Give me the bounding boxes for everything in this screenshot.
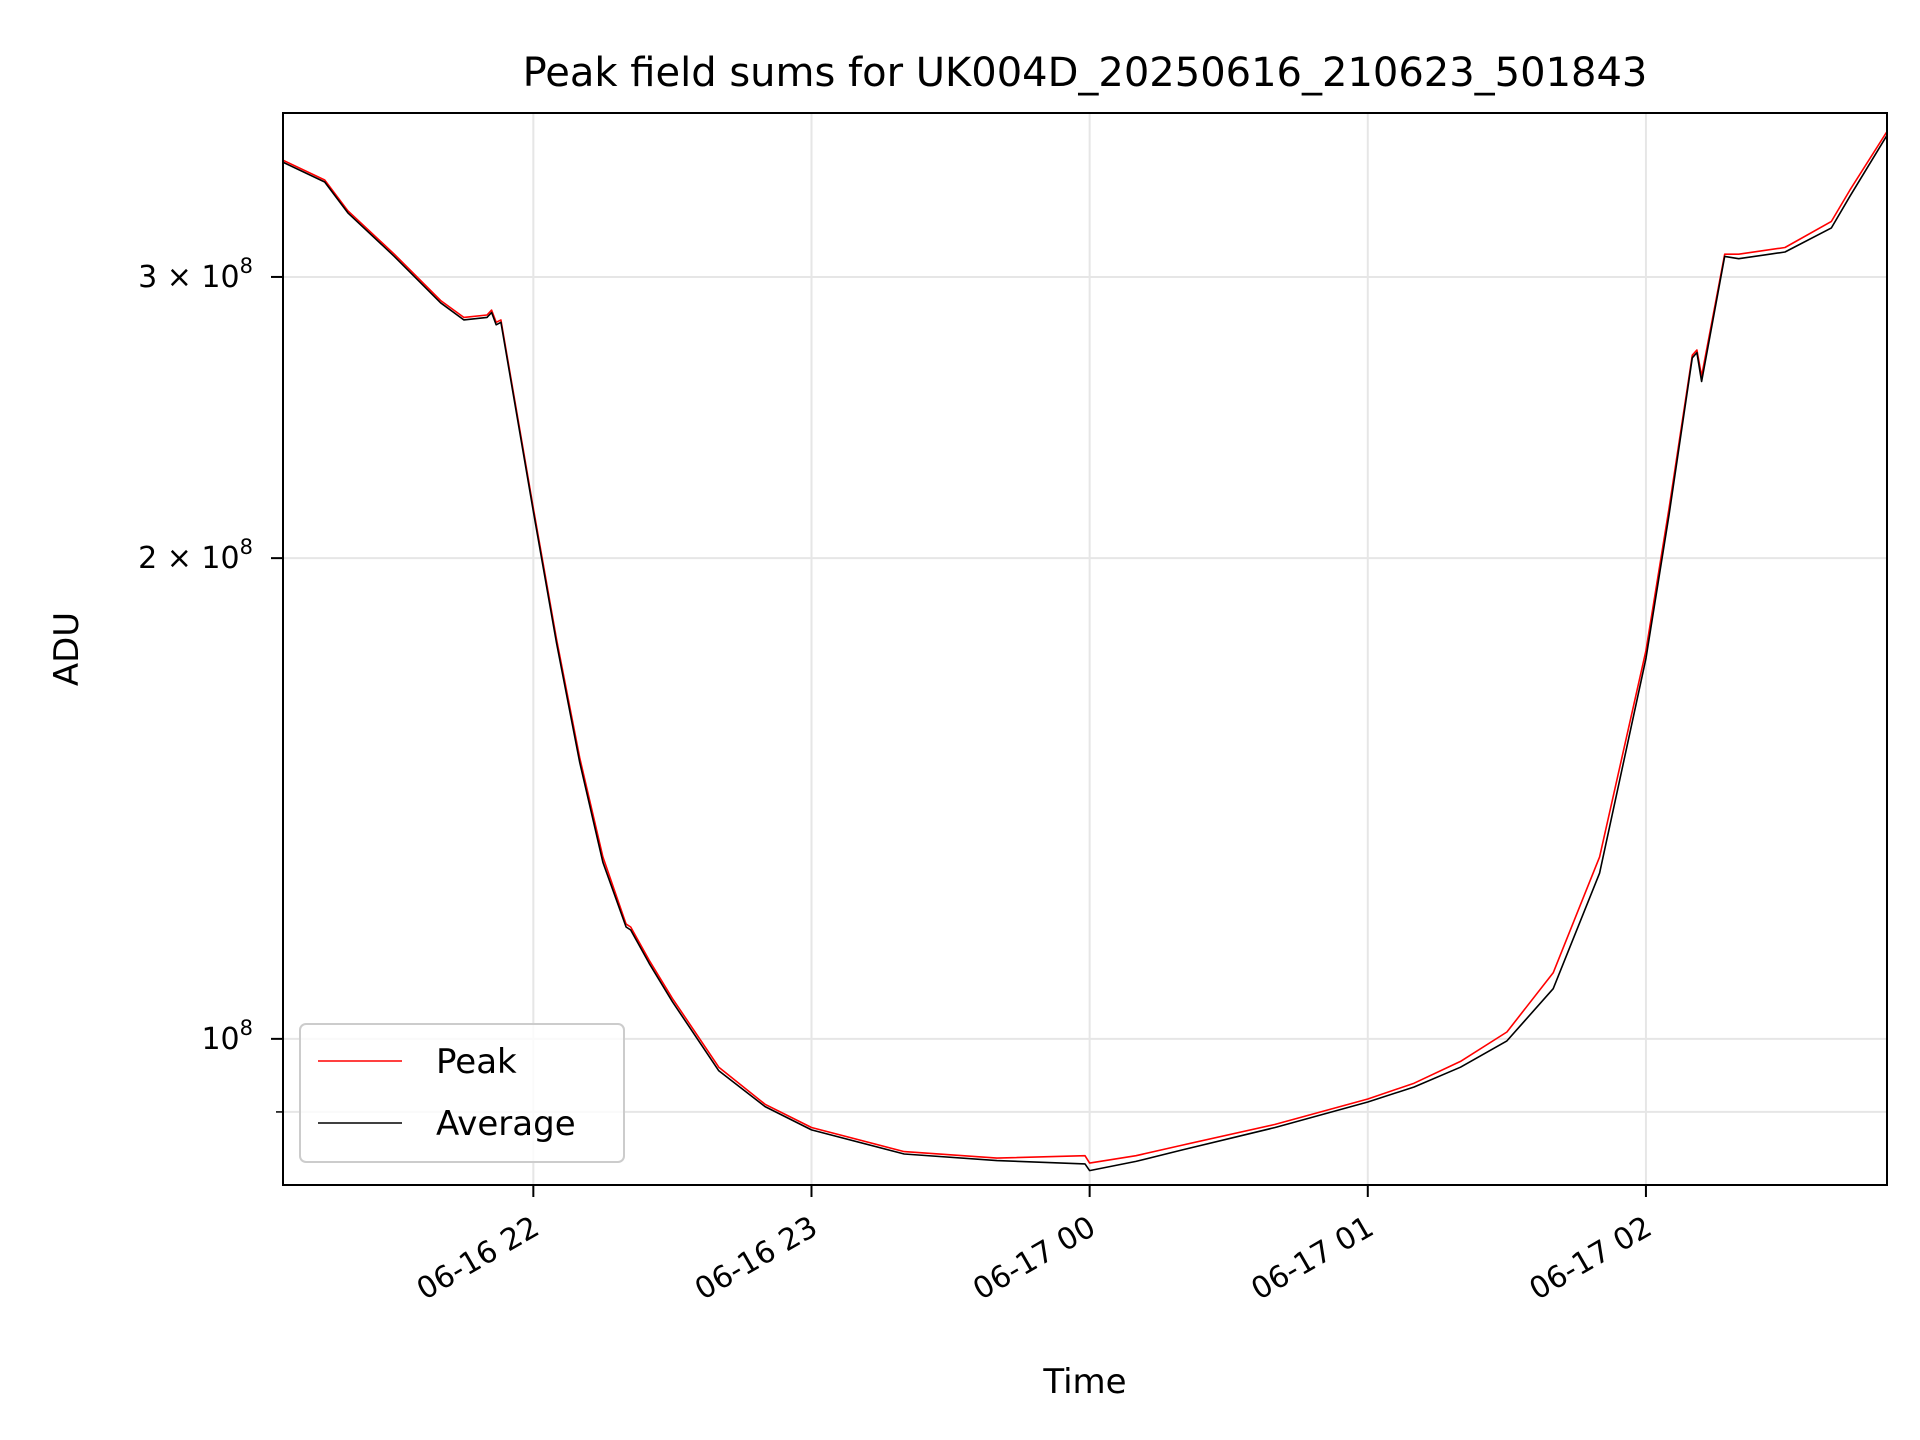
y-tick-label: 3 × 108 — [138, 254, 253, 295]
legend-label-average: Average — [436, 1104, 576, 1144]
y-tick-label: 2 × 108 — [138, 535, 253, 576]
x-axis-label: Time — [1042, 1362, 1126, 1402]
series-line-peak — [283, 131, 1887, 1164]
y-axis-label: ADU — [47, 612, 87, 686]
legend-box — [299, 1023, 625, 1163]
legend: Peak Average — [299, 1023, 625, 1163]
legend-label-peak: Peak — [436, 1042, 517, 1082]
series-line-average — [283, 134, 1887, 1172]
series-layer — [283, 131, 1887, 1172]
chart-title: Peak field sums for UK004D_20250616_2106… — [523, 50, 1648, 96]
plot-frame — [282, 112, 1888, 1186]
